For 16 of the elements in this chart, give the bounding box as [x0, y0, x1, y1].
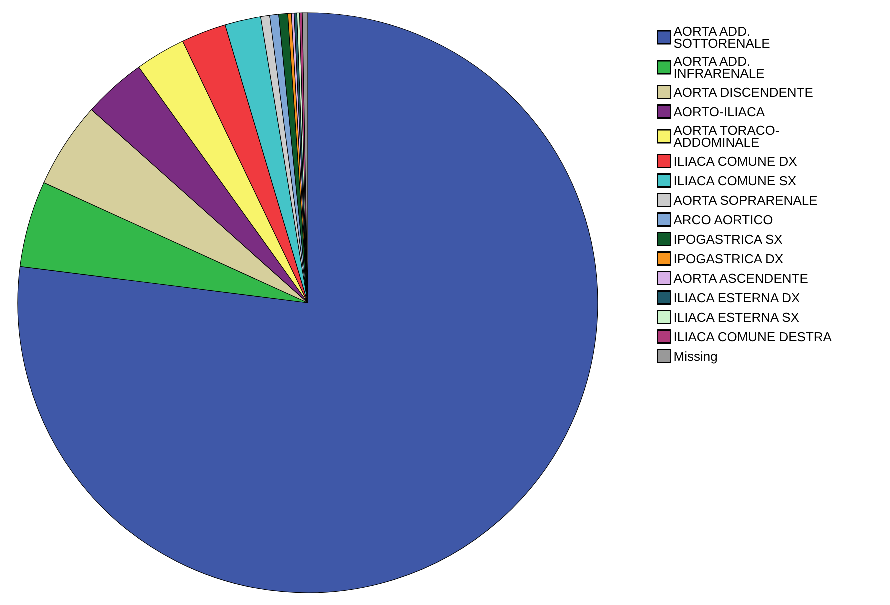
- legend-label: ILIACA COMUNE DX: [674, 154, 798, 169]
- legend-label: ILIACA ESTERNA SX: [674, 310, 800, 325]
- legend-label: IPOGASTRICA SX: [674, 232, 784, 247]
- legend-label: Missing: [674, 348, 718, 364]
- legend-label: IPOGASTRICA DX: [674, 251, 784, 266]
- legend-label: AORTA ADD. SOTTORENALE: [674, 24, 771, 51]
- legend-label: AORTA ASCENDENTE: [674, 270, 809, 286]
- legend-label: AORTA TORACO- ADDOMINALE: [674, 123, 780, 150]
- legend-label: ILIACA ESTERNA DX: [674, 290, 801, 306]
- legend-label: AORTA SOPRARENALE: [674, 192, 818, 208]
- legend-label: ILIACA COMUNE DESTRA: [674, 329, 832, 344]
- legend-label: AORTA DISCENDENTE: [674, 84, 814, 100]
- legend-label: ARCO AORTICO: [674, 212, 774, 228]
- legend-label: AORTO-ILIACA: [674, 104, 766, 120]
- legend-label: AORTA ADD. INFRARENALE: [674, 54, 766, 81]
- legend-label: ILIACA COMUNE SX: [674, 173, 797, 188]
